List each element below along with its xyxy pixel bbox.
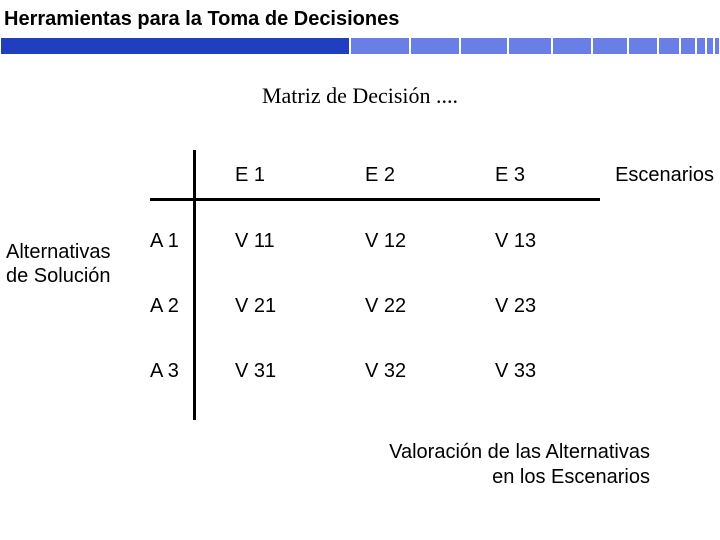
decision-matrix: Alternativas de Solución Escenarios E 1 … [0,150,720,450]
column-header: E 1 [235,164,265,187]
decor-segment [714,37,720,55]
decor-segment [508,37,552,55]
matrix-cell: V 11 [235,230,275,253]
matrix-cell: V 23 [495,295,536,318]
page-title: Herramientas para la Toma de Decisiones [0,0,720,35]
row-label: A 2 [150,295,179,318]
alternatives-label-line2: de Solución [6,265,111,287]
subtitle: Matriz de Decisión .... [0,83,720,109]
alternatives-label: Alternativas de Solución [6,240,111,288]
alternatives-label-line1: Alternativas [6,241,111,263]
matrix-cell: V 13 [495,230,536,253]
row-label: A 1 [150,230,179,253]
column-header: E 2 [365,164,395,187]
decor-segment [552,37,592,55]
row-label: A 3 [150,360,179,383]
matrix-cell: V 22 [365,295,406,318]
matrix-cell: V 31 [235,360,276,383]
column-header: E 3 [495,164,525,187]
footer-line2: en los Escenarios [492,466,650,488]
matrix-horizontal-divider [150,198,600,201]
matrix-cell: V 12 [365,230,406,253]
decor-segment [460,37,508,55]
decor-segment [0,37,350,55]
decor-segment [706,37,714,55]
matrix-vertical-divider [193,150,196,420]
scenarios-label: Escenarios [615,164,714,187]
decor-segment [350,37,410,55]
decor-segment [658,37,680,55]
decor-segment [410,37,460,55]
decor-segment [628,37,658,55]
decor-segment [696,37,706,55]
matrix-cell: V 32 [365,360,406,383]
decor-bar [0,37,720,55]
decor-segment [680,37,696,55]
decor-segment [592,37,628,55]
footer-caption: Valoración de las Alternativas en los Es… [389,440,650,490]
matrix-cell: V 33 [495,360,536,383]
footer-line1: Valoración de las Alternativas [389,441,650,463]
matrix-cell: V 21 [235,295,276,318]
